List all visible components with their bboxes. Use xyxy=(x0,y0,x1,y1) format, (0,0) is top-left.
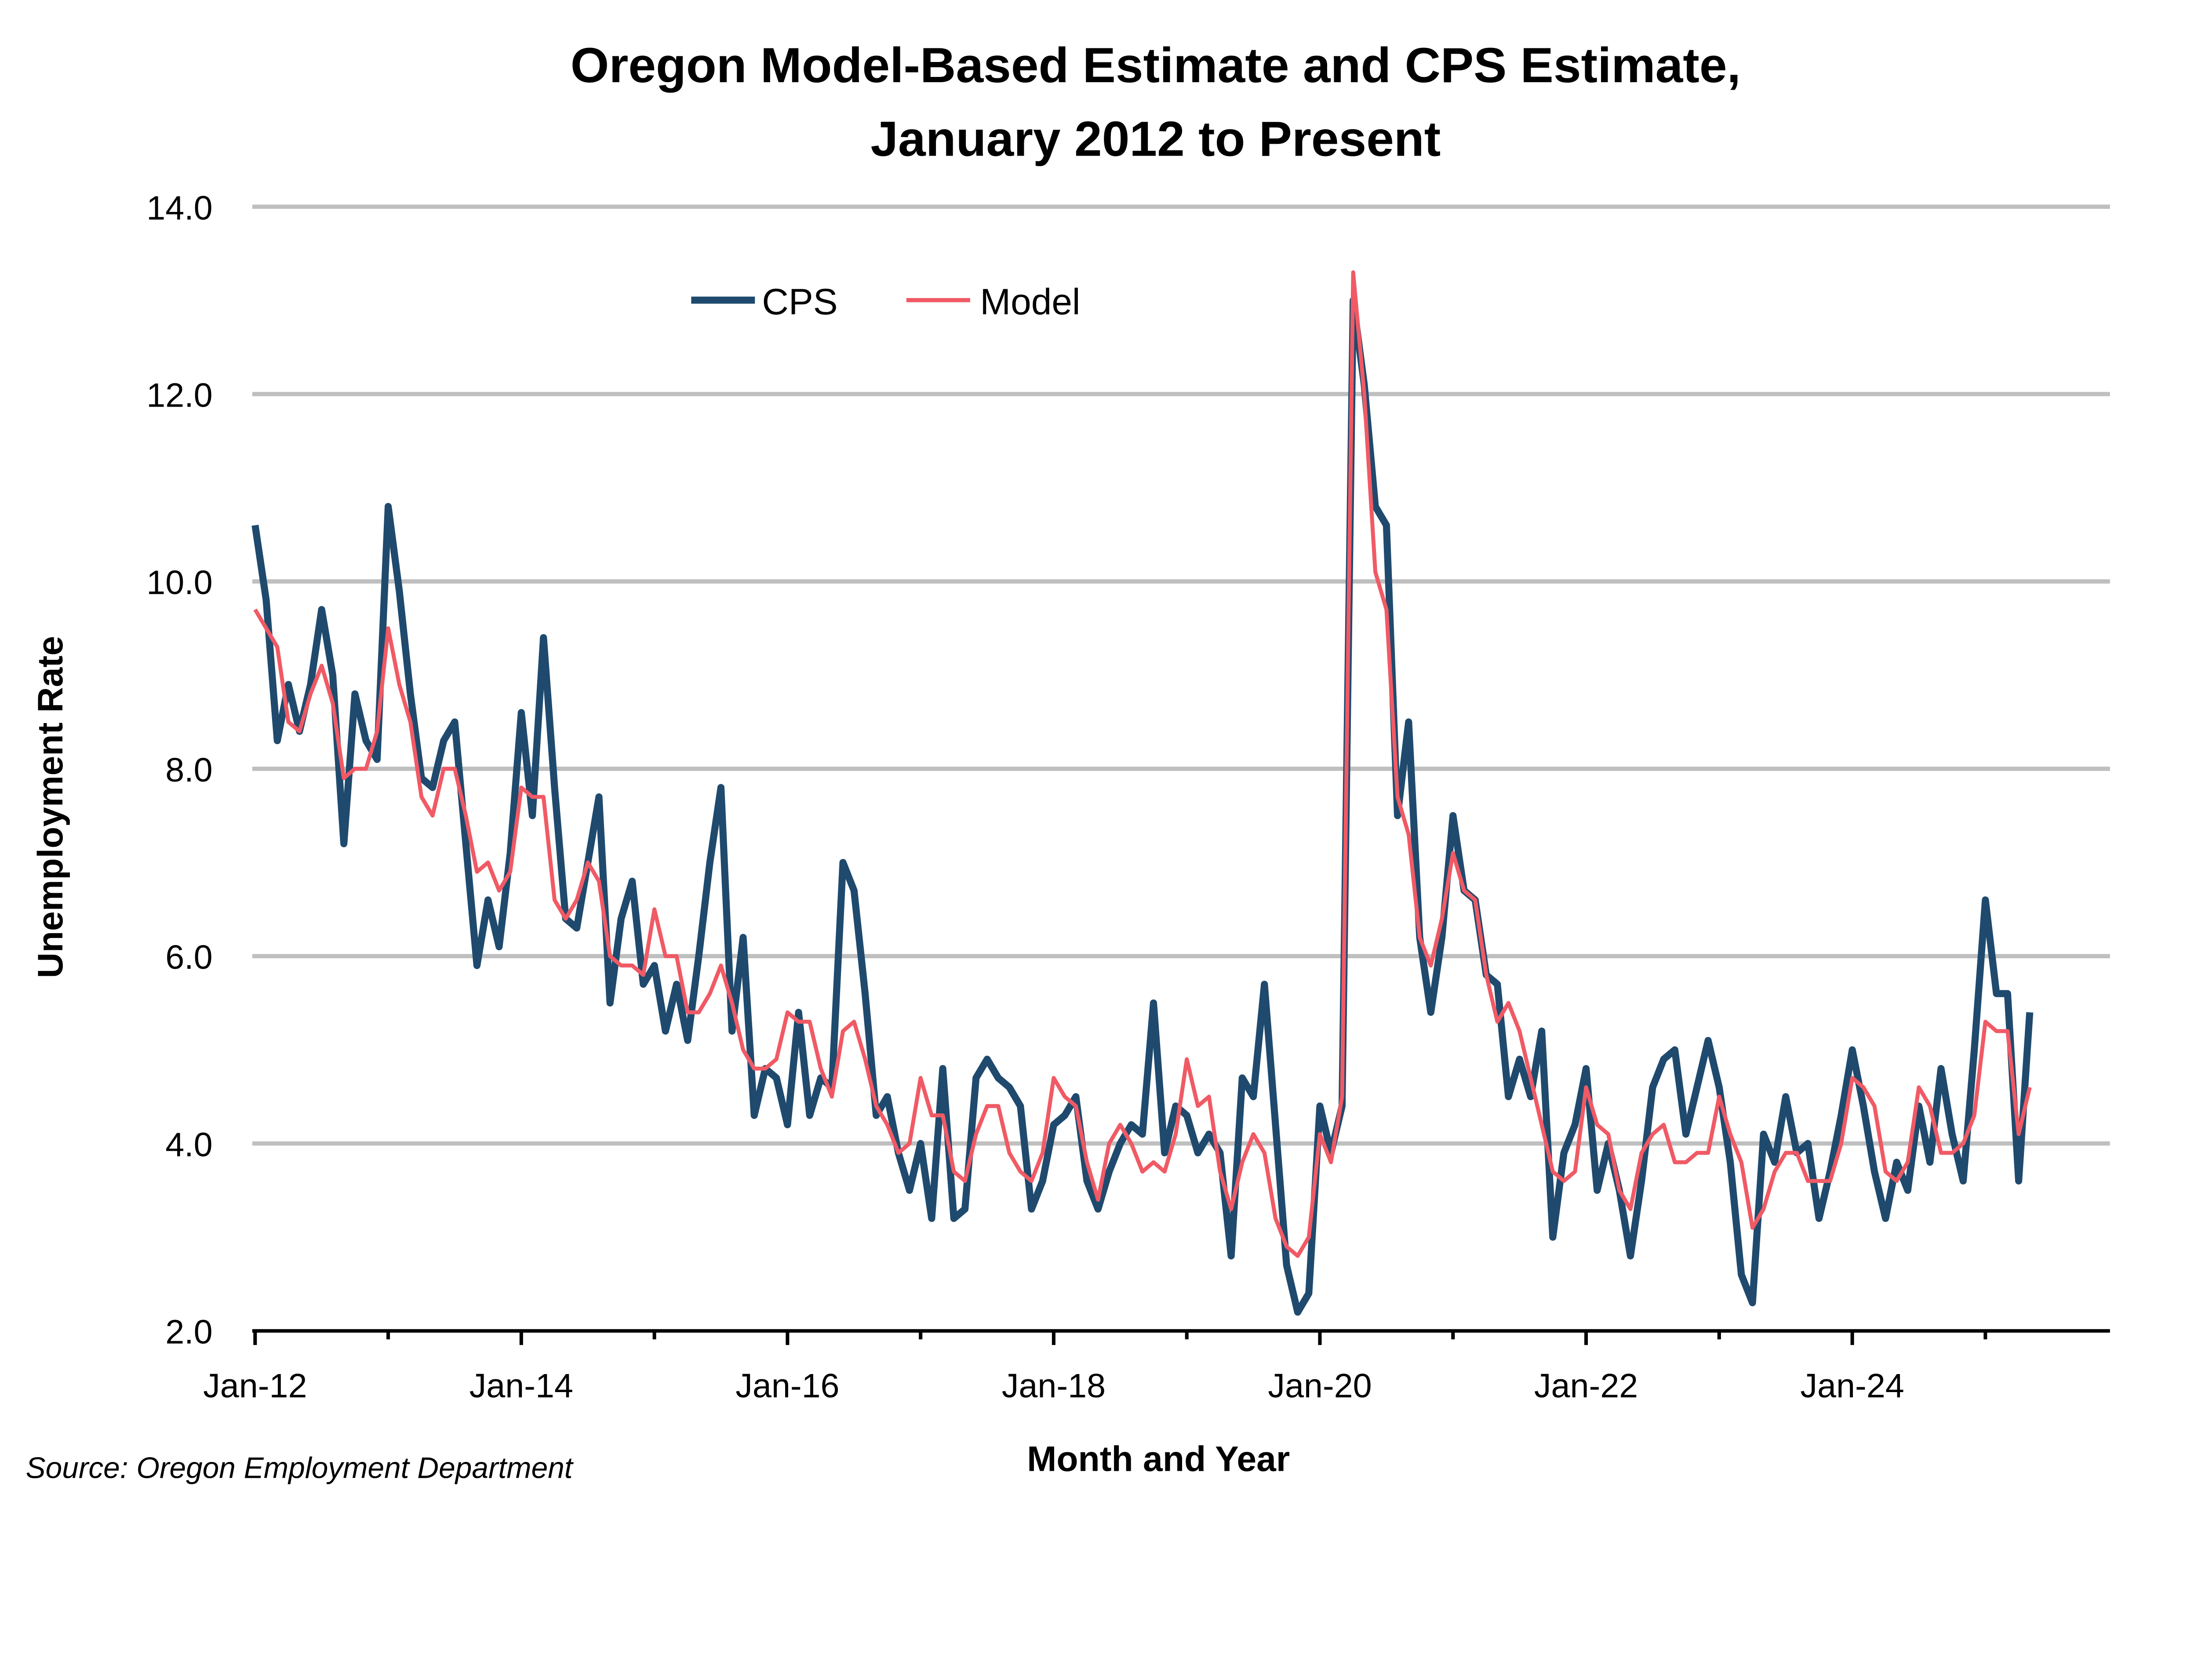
data-point-model xyxy=(1142,1171,1143,1172)
data-point-cps xyxy=(865,993,866,994)
data-point-model xyxy=(1175,1134,1176,1135)
series-group xyxy=(251,270,2034,1316)
x-axis-ticks: Jan-12 Jan-14 Jan-16 Jan-18 Jan-20 Jan-22 Jan-… xyxy=(203,1331,1987,1405)
data-point-cps xyxy=(1730,1162,1731,1163)
legend-label-cps: CPS xyxy=(762,281,837,322)
data-point-model xyxy=(1253,1134,1254,1135)
x-tick-label: Jan-24 xyxy=(1800,1367,1904,1405)
data-point-model xyxy=(1353,272,1354,273)
data-point-model xyxy=(1885,1171,1886,1172)
y-axis-ticks: 2.0 4.0 6.0 8.0 10.0 12.0 14.0 xyxy=(146,189,212,1351)
data-point-model xyxy=(399,684,400,685)
y-tick-label: 10.0 xyxy=(146,564,212,602)
legend: CPS Model xyxy=(691,281,1081,322)
x-tick-label: Jan-20 xyxy=(1268,1367,1372,1405)
series-line-model xyxy=(253,270,2032,1258)
y-tick-label: 4.0 xyxy=(165,1126,212,1164)
data-point-model xyxy=(1652,1134,1653,1135)
data-point-model xyxy=(1109,1143,1110,1144)
data-point-cps xyxy=(1896,1162,1897,1163)
data-point-cps xyxy=(288,684,289,685)
data-point-model xyxy=(1741,1162,1742,1163)
x-tick-label: Jan-22 xyxy=(1534,1367,1638,1405)
data-point-cps xyxy=(1885,1218,1886,1219)
data-point-model xyxy=(1963,1143,1964,1144)
series-model xyxy=(253,270,2032,1258)
chart-title-line-2: January 2012 to Present xyxy=(870,111,1441,166)
data-point-model xyxy=(1386,609,1387,610)
line-chart: Oregon Model-Based Estimate and CPS Esti… xyxy=(26,37,2110,1485)
data-point-cps xyxy=(1386,525,1387,526)
data-point-cps xyxy=(1375,506,1376,507)
data-point-cps xyxy=(1996,993,1997,994)
data-point-cps xyxy=(310,684,311,685)
x-tick-label: Jan-14 xyxy=(469,1367,573,1405)
data-point-cps xyxy=(1264,984,1265,985)
data-point-cps xyxy=(1142,1134,1143,1135)
data-point-model xyxy=(1430,965,1431,966)
data-point-cps xyxy=(1907,1190,1908,1191)
x-tick-label: Jan-12 xyxy=(203,1367,307,1405)
data-point-cps xyxy=(554,787,555,788)
data-point-cps xyxy=(1497,984,1498,985)
data-point-model xyxy=(1275,1218,1276,1219)
data-point-model xyxy=(1020,1171,1021,1172)
data-point-cps xyxy=(1763,1134,1764,1135)
series-line-cps xyxy=(251,297,2034,1316)
data-point-cps xyxy=(543,637,544,638)
data-point-model xyxy=(321,665,322,666)
legend-label-model: Model xyxy=(980,281,1080,322)
y-tick-label: 8.0 xyxy=(165,751,212,789)
chart-title-line-1: Oregon Model-Based Estimate and CPS Esti… xyxy=(571,37,1741,93)
data-point-cps xyxy=(876,1115,877,1116)
data-point-cps xyxy=(1109,1171,1110,1172)
data-point-cps xyxy=(2007,993,2008,994)
x-axis-title: Month and Year xyxy=(1027,1440,1290,1479)
y-tick-label: 14.0 xyxy=(146,189,212,227)
data-point-model xyxy=(1131,1143,1132,1144)
data-point-cps xyxy=(798,1012,799,1013)
data-point-cps xyxy=(1752,1302,1753,1303)
data-point-model xyxy=(1242,1162,1243,1163)
source-note: Source: Oregon Employment Department xyxy=(26,1452,574,1485)
x-tick-label: Jan-16 xyxy=(735,1367,839,1405)
data-point-model xyxy=(632,965,633,966)
y-tick-label: 6.0 xyxy=(165,938,212,976)
data-point-model xyxy=(521,787,522,788)
data-point-cps xyxy=(532,815,533,816)
data-point-model xyxy=(388,628,389,629)
data-point-model xyxy=(787,1012,788,1013)
x-tick-label: Jan-18 xyxy=(1002,1367,1106,1405)
data-point-model xyxy=(1730,1134,1731,1135)
y-axis-title: Unemployment Rate xyxy=(31,636,70,978)
data-point-model xyxy=(1907,1162,1908,1163)
series-cps xyxy=(251,297,2034,1316)
y-tick-label: 2.0 xyxy=(165,1313,212,1351)
data-point-cps xyxy=(1397,815,1398,816)
data-point-cps xyxy=(654,965,655,966)
data-point-cps xyxy=(643,984,644,985)
data-point-cps xyxy=(1874,1171,1875,1172)
data-point-cps xyxy=(1597,1190,1598,1191)
data-point-cps xyxy=(1430,1012,1431,1013)
data-point-cps xyxy=(1120,1143,1121,1144)
data-point-model xyxy=(1974,1115,1975,1116)
data-point-cps xyxy=(1186,1115,1187,1116)
data-point-model xyxy=(1408,834,1409,835)
data-point-model xyxy=(621,965,622,966)
y-tick-label: 12.0 xyxy=(146,376,212,414)
gridlines xyxy=(252,204,2110,1146)
data-point-cps xyxy=(1819,1218,1820,1219)
data-point-cps xyxy=(321,609,322,610)
data-point-cps xyxy=(377,759,378,760)
data-point-cps xyxy=(388,506,389,507)
data-point-model xyxy=(1419,937,1420,938)
